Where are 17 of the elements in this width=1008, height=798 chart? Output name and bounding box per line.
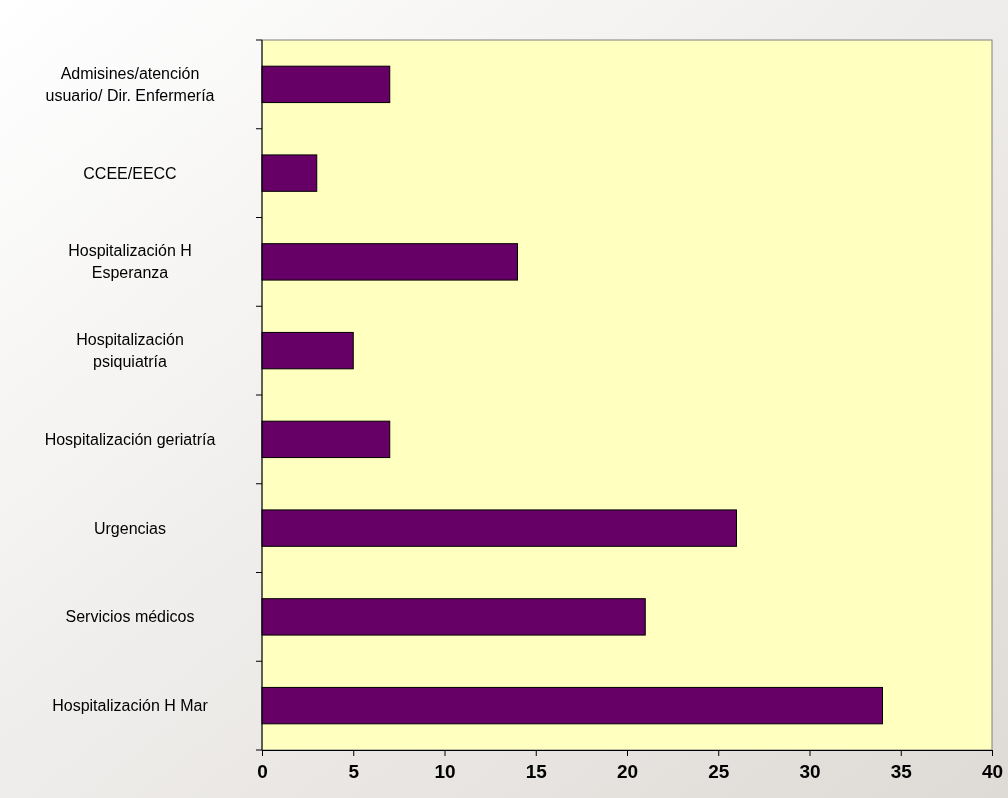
- x-tick-label: 15: [525, 761, 548, 782]
- y-tick-label: Hospitalización H Mar: [52, 697, 209, 715]
- x-tick-label: 25: [708, 761, 730, 782]
- y-tick-label: Hospitalización H Esperanza: [68, 242, 192, 282]
- x-tick-label: 10: [434, 761, 456, 782]
- x-tick-label: 0: [257, 761, 268, 782]
- y-tick-label: Hospitalización psiquiatría: [76, 331, 184, 371]
- x-tick-label: 30: [799, 761, 821, 782]
- x-tick-label: 35: [890, 761, 913, 782]
- x-tick-label: 5: [348, 761, 360, 782]
- y-tick-label: Servicios médicos: [65, 608, 195, 626]
- y-tick-label: Urgencias: [93, 519, 167, 537]
- y-tick-label: CCEE/EECC: [83, 164, 177, 182]
- x-tick-label: 40: [981, 761, 1004, 782]
- y-tick-label: Hospitalización geriatría: [44, 430, 216, 448]
- y-tick-label: Admisines/atención usuario/ Dir. Enfermería: [45, 64, 215, 104]
- x-tick-label: 20: [616, 761, 639, 782]
